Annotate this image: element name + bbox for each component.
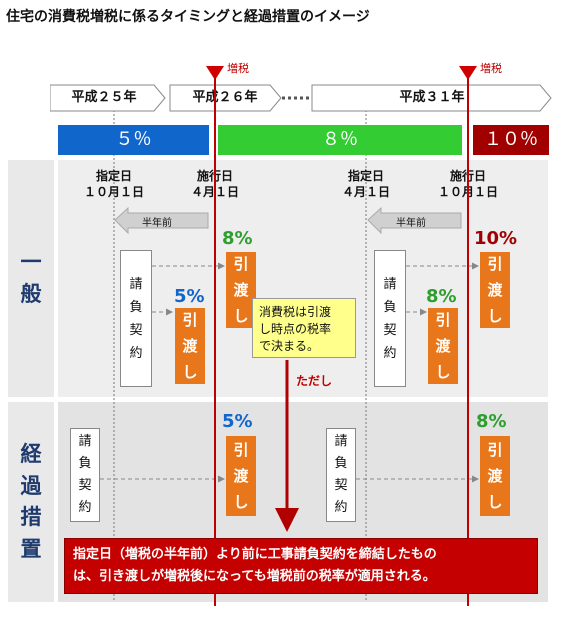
contract-char: 請 [383, 276, 397, 292]
date-label-title: 指定日 [347, 169, 384, 183]
delivery-char: し [233, 307, 249, 325]
tax-hike-line-2 [467, 78, 469, 606]
explanation-line: は、引き渡しが増税後になっても増税前の税率が適用される。 [73, 569, 436, 584]
rate-bar-8: ８％ [218, 125, 462, 155]
delivery-box: 引 渡 し [175, 308, 205, 384]
delivery-char: し [182, 363, 198, 381]
half-year-arrow-right [367, 206, 462, 235]
delivery-char: し [487, 493, 503, 511]
contract-char: 負 [334, 456, 348, 471]
delivery-char: 引 [487, 441, 503, 459]
note-line: し時点の税率 [259, 322, 332, 336]
tax-hike-marker-2 [459, 66, 477, 80]
however-label: ただし [296, 374, 333, 388]
contract-char: 約 [78, 500, 92, 515]
contract-char: 契 [129, 322, 143, 338]
contract-char: 契 [78, 478, 92, 493]
percent-label-8: 8% [426, 286, 457, 307]
row-header-general-char: 一 [20, 250, 42, 274]
delivery-char: 引 [233, 255, 249, 273]
delivery-char: 渡 [487, 467, 503, 485]
half-year-label-2: 半年前 [396, 218, 426, 229]
contract-box: 請 負 契 約 [326, 428, 356, 522]
delivery-char: 引 [487, 255, 503, 273]
delivery-box: 引 渡 し [480, 436, 510, 516]
contract-char: 約 [334, 500, 348, 515]
contract-char: 約 [383, 345, 397, 361]
contract-box: 請 負 契 約 [374, 250, 406, 387]
delivery-char: し [233, 493, 249, 511]
diagram-title: 住宅の消費税増税に係るタイミングと経過措置のイメージ [6, 9, 370, 25]
contract-char: 負 [383, 299, 397, 315]
delivery-char: し [487, 307, 503, 325]
contract-char: 請 [334, 434, 348, 449]
row-header-general-char: 般 [20, 281, 42, 306]
contract-char: 負 [78, 456, 92, 471]
half-year-arrow-left [114, 206, 209, 235]
period-h25: 平成２５年 [71, 90, 137, 105]
contract-char: 請 [78, 434, 92, 449]
row-header-transition-char: 措 [20, 505, 42, 529]
delivery-box: 引 渡 し [226, 436, 256, 516]
explanation-box: 指定日（増税の半年前）より前に工事請負契約を締結したもの は、引き渡しが増税後に… [64, 538, 538, 594]
delivery-char: 渡 [233, 281, 249, 299]
date-label-title: 指定日 [95, 169, 132, 183]
date-label-date: １０月１日 [83, 185, 144, 199]
delivery-char: 渡 [182, 337, 198, 355]
delivery-box: 引 渡 し [226, 252, 256, 328]
tax-hike-label-2: 増税 [480, 62, 502, 75]
tax-hike-marker-1 [206, 66, 224, 80]
delivery-char: し [435, 363, 451, 381]
explanation-line: 指定日（増税の半年前）より前に工事請負契約を締結したもの [73, 547, 437, 562]
percent-label-10: 10% [474, 228, 518, 249]
date-label-designated-1: 指定日 １０月１日 [74, 168, 154, 200]
delivery-char: 引 [435, 311, 451, 329]
row-header-transition-char: 置 [20, 536, 42, 561]
half-year-label-1: 半年前 [142, 218, 172, 229]
row-header-transition: 経 過 措 置 [8, 402, 54, 602]
delivery-char: 引 [182, 311, 198, 329]
percent-label-5: 5% [174, 286, 205, 307]
delivery-box: 引 渡 し [428, 308, 458, 384]
note-line: 消費税は引渡 [259, 305, 332, 319]
contract-char: 契 [383, 322, 397, 338]
tax-hike-line-1 [214, 78, 216, 606]
contract-box: 請 負 契 約 [70, 428, 100, 522]
period-h31: 平成３１年 [399, 90, 465, 105]
period-h26: 平成２６年 [192, 90, 258, 105]
note-box: 消費税は引渡 し時点の税率 で決まる。 [252, 298, 356, 358]
percent-label-8: 8% [476, 411, 507, 432]
percent-label-8: 8% [222, 228, 253, 249]
tax-hike-label-1: 増税 [227, 62, 249, 75]
contract-box: 請 負 契 約 [120, 250, 152, 387]
contract-char: 請 [129, 276, 143, 292]
note-line: で決まる。 [259, 339, 320, 353]
delivery-char: 引 [233, 441, 249, 459]
percent-label-5: 5% [222, 411, 253, 432]
delivery-char: 渡 [487, 281, 503, 299]
delivery-char: 渡 [435, 337, 451, 355]
rate-bar-5: ５％ [58, 125, 209, 155]
date-label-designated-2: 指定日 ４月１日 [326, 168, 406, 200]
row-header-general: 一 般 [8, 160, 54, 397]
period-arrows [50, 84, 552, 112]
delivery-box: 引 渡 し [480, 252, 510, 328]
delivery-char: 渡 [233, 467, 249, 485]
contract-char: 契 [334, 478, 348, 493]
date-label-date: ４月１日 [341, 185, 390, 199]
row-header-transition-char: 過 [20, 473, 42, 498]
row-header-transition-char: 経 [20, 442, 42, 466]
rate-bar-10: １０％ [473, 125, 549, 155]
contract-char: 約 [129, 345, 143, 361]
contract-char: 負 [129, 299, 143, 315]
